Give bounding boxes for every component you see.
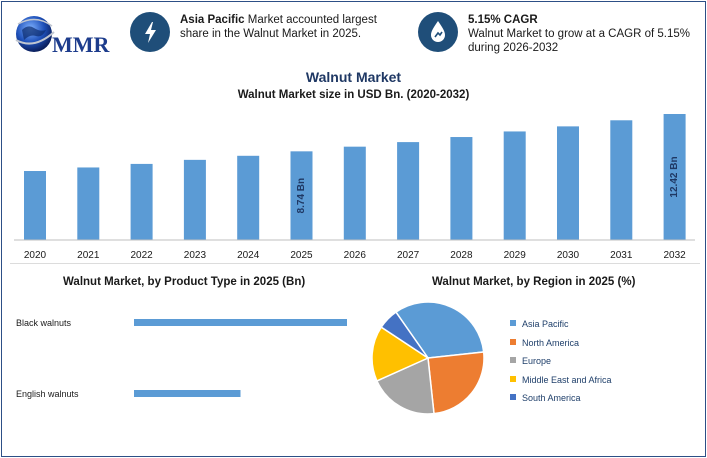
- bar-2021: [77, 167, 100, 240]
- x-tick-2032: 2032: [663, 250, 686, 261]
- bar-2026: [343, 146, 366, 240]
- x-tick-2028: 2028: [450, 250, 473, 261]
- x-tick-2031: 2031: [610, 250, 633, 261]
- product-type-title: Walnut Market, by Product Type in 2025 (…: [63, 276, 306, 288]
- legend-swatch: [510, 357, 516, 363]
- bar-2020: [24, 171, 46, 240]
- bar-2022: [130, 163, 153, 240]
- x-tick-2030: 2030: [557, 250, 580, 261]
- market-size-bar-chart: 2020 2021 2022 2023 2024 2025 8.74 Bn 2026 2027 2…: [14, 114, 695, 261]
- legend-label: North America: [522, 337, 580, 348]
- pie-slice: [371, 326, 430, 382]
- bar-2027: [397, 142, 420, 240]
- region-title: Walnut Market, by Region in 2025 (%): [432, 276, 636, 288]
- bar-2030: [557, 126, 579, 240]
- data-label-2025: 8.74 Bn: [296, 178, 307, 214]
- pie-slice: [394, 301, 485, 359]
- kpi-cagr-bold: 5.15% CAGR: [468, 14, 538, 26]
- legend-label: Europe: [522, 356, 552, 366]
- globe-icon: [15, 16, 55, 52]
- logo-text: MMR: [52, 32, 110, 57]
- kpi-cagr-desc: Walnut Market to grow at a CAGR of 5.15%…: [468, 28, 690, 54]
- bar-2031: [610, 120, 633, 240]
- x-tick-2029: 2029: [504, 250, 527, 261]
- bar-2024: [237, 155, 260, 240]
- legend-swatch: [510, 320, 516, 326]
- legend-label: Middle East and Africa: [522, 374, 612, 385]
- x-tick-2027: 2027: [397, 250, 420, 261]
- x-tick-2020: 2020: [24, 250, 47, 261]
- hbar-0: [134, 319, 347, 326]
- mmr-logo: MMR: [12, 10, 112, 68]
- legend-swatch: [510, 375, 516, 382]
- kpi-region-bold: Asia Pacific: [180, 14, 245, 26]
- bar-2029: [503, 131, 526, 240]
- chart-subtitle: Walnut Market size in USD Bn. (2020-2032…: [237, 89, 470, 101]
- bar-2023: [183, 159, 206, 240]
- chart-title: Walnut Market: [305, 69, 402, 85]
- pie-slice: [375, 356, 435, 415]
- category-label: Black walnuts: [16, 318, 72, 328]
- legend-label: Asia Pacific: [522, 319, 569, 329]
- legend-swatch: [510, 394, 516, 400]
- lightning-icon: [130, 12, 170, 52]
- x-tick-2023: 2023: [184, 250, 207, 261]
- x-tick-2025: 2025: [290, 250, 313, 261]
- section-divider: [10, 263, 700, 264]
- hbar-1: [134, 390, 241, 397]
- legend-swatch: [510, 338, 516, 345]
- pie-slice: [427, 351, 485, 415]
- data-label-2032: 12.42 Bn: [669, 156, 680, 197]
- kpi-region-desc: Market accounted largest share in the Wa…: [180, 14, 377, 40]
- pie-slice: [380, 311, 429, 359]
- region-pie-chart: [371, 301, 485, 415]
- bar-2032: [663, 114, 686, 240]
- product-type-bar-chart: Black walnuts English walnuts: [16, 318, 347, 399]
- legend-label: South America: [522, 393, 581, 403]
- category-label: English walnuts: [16, 389, 79, 399]
- x-tick-2024: 2024: [237, 250, 260, 261]
- x-tick-2021: 2021: [77, 250, 100, 261]
- x-tick-2026: 2026: [344, 250, 367, 261]
- kpi-cagr-text: 5.15% CAGR Walnut Market to grow at a CA…: [468, 13, 693, 55]
- x-tick-2022: 2022: [130, 250, 153, 261]
- bar-2028: [450, 137, 473, 240]
- kpi-region-text: Asia Pacific Market accounted largest sh…: [180, 13, 402, 41]
- growth-drop-icon: [418, 12, 458, 52]
- bar-2025: [290, 151, 313, 240]
